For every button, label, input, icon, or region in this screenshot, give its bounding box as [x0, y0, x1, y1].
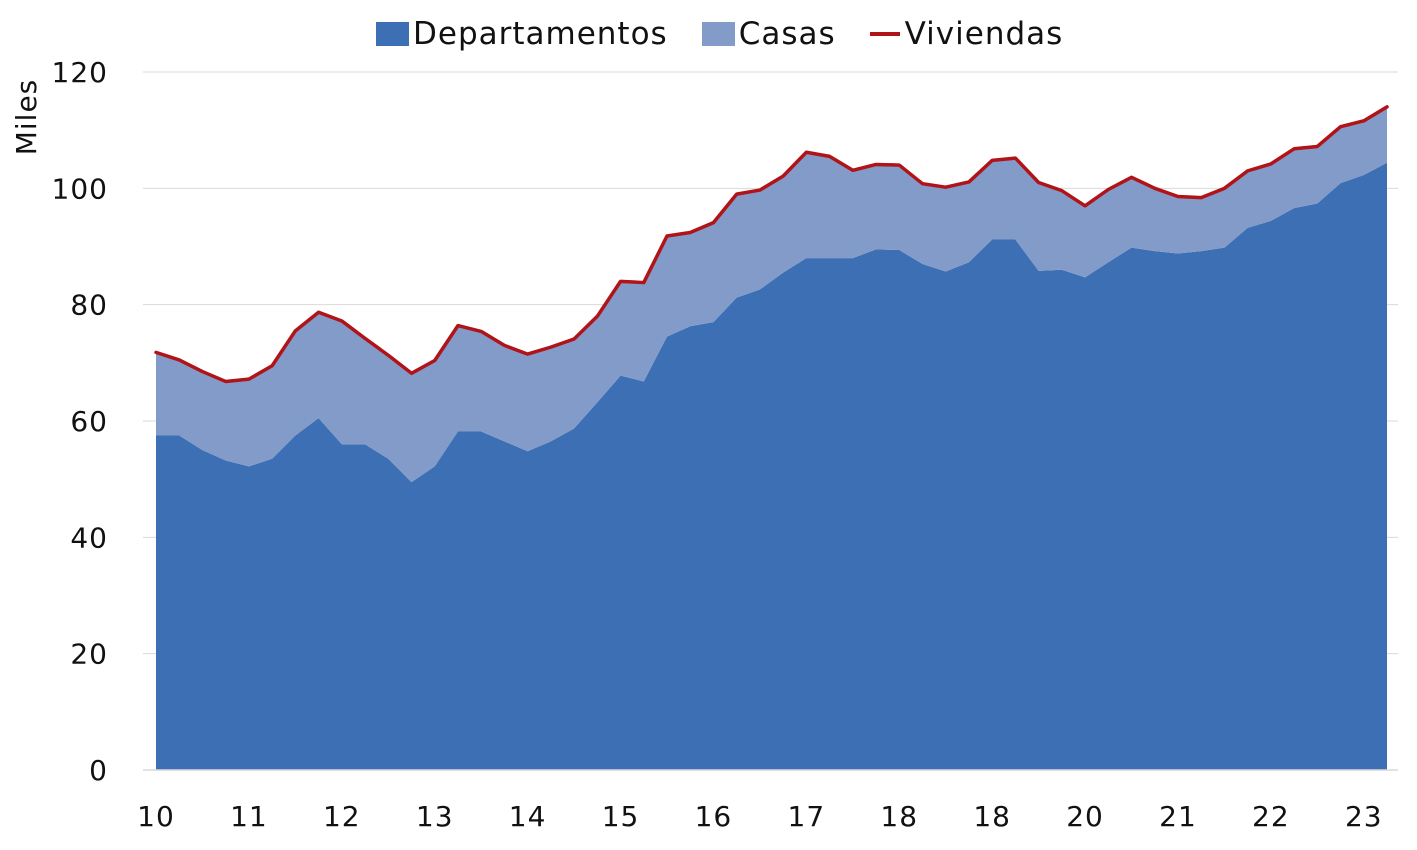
line-viviendas	[154, 105, 1389, 384]
x-tick-label: 22	[1252, 800, 1290, 833]
x-tick-label: 21	[1159, 800, 1197, 833]
y-tick-label: 60	[70, 405, 108, 438]
area-departamentos	[156, 162, 1387, 771]
area-series	[156, 106, 1387, 771]
y-tick-label: 120	[52, 56, 108, 89]
x-tick-label: 14	[509, 800, 547, 833]
x-tick-label: 20	[1066, 800, 1104, 833]
legend-swatch-casas	[701, 22, 735, 46]
y-tick-label: 0	[89, 754, 108, 787]
legend-label-casas: Casas	[738, 16, 836, 52]
legend-label-departamentos: Departamentos	[413, 16, 668, 52]
x-tick-label: 11	[230, 800, 268, 833]
x-tick-label: 13	[416, 800, 454, 833]
x-tick-label: 16	[695, 800, 733, 833]
x-tick-label: 23	[1345, 800, 1383, 833]
legend: Departamentos Casas Viviendas	[376, 16, 1097, 52]
y-tick-label: 20	[70, 638, 108, 671]
legend-item-casas: Casas	[701, 16, 836, 52]
legend-swatch-departamentos	[376, 22, 409, 46]
y-tick-label: 100	[52, 172, 108, 205]
x-tick-label: 18	[880, 800, 918, 833]
x-tick-label: 12	[323, 800, 361, 833]
legend-item-departamentos: Departamentos	[376, 16, 668, 52]
x-tick-label: 10	[137, 800, 175, 833]
line-series	[154, 105, 1389, 384]
y-tick-label: 80	[70, 289, 108, 322]
legend-label-viviendas: Viviendas	[904, 16, 1064, 52]
x-tick-label: 17	[788, 800, 826, 833]
axes: 0 20 40 60 80 100 120 10 11 12 13 14 15 16 17 18 18 20 21 2…	[52, 56, 1398, 833]
legend-item-viviendas: Viviendas	[869, 16, 1064, 52]
x-tick-label: 15	[602, 800, 640, 833]
y-tick-label: 40	[70, 521, 108, 554]
area-casas	[156, 106, 1387, 483]
legend-swatch-viviendas	[869, 32, 900, 36]
x-tick-label: 18	[973, 800, 1011, 833]
y-axis-title: Miles	[10, 79, 43, 156]
